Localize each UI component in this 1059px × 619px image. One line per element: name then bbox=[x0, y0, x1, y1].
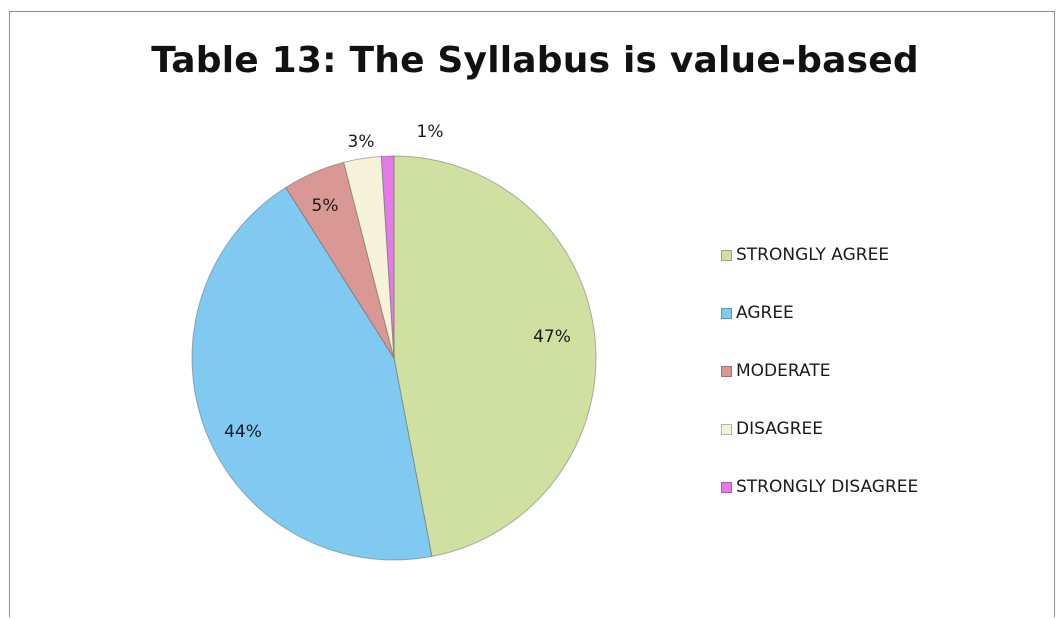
pie-slice-disagree bbox=[343, 155, 395, 359]
data-label-strongly-disagree: 1% bbox=[417, 122, 444, 142]
pie-slice-agree bbox=[191, 186, 433, 561]
legend-swatch bbox=[721, 365, 732, 377]
legend-swatch bbox=[721, 481, 732, 493]
legend-label: DISAGREE bbox=[736, 419, 824, 439]
chart-title: Table 13: The Syllabus is value-based bbox=[151, 40, 919, 81]
legend-label: MODERATE bbox=[736, 361, 831, 381]
legend-label: AGREE bbox=[736, 303, 794, 323]
pie-slice-moderate bbox=[285, 161, 395, 359]
data-label-disagree: 3% bbox=[348, 132, 375, 152]
legend-swatch bbox=[721, 249, 732, 261]
pie-slice-strongly-disagree bbox=[380, 155, 395, 359]
data-label-moderate: 5% bbox=[312, 196, 339, 216]
legend-label: STRONGLY DISAGREE bbox=[736, 477, 919, 497]
data-label-agree: 44% bbox=[224, 422, 262, 442]
chart-legend: STRONGLY AGREE AGREE MODERATE DISAGREE STRON… bbox=[721, 226, 918, 516]
legend-item-strongly-disagree: STRONGLY DISAGREE bbox=[721, 458, 918, 516]
legend-item-moderate: MODERATE bbox=[721, 342, 918, 400]
legend-item-disagree: DISAGREE bbox=[721, 400, 918, 458]
legend-item-strongly-agree: STRONGLY AGREE bbox=[721, 226, 918, 284]
legend-swatch bbox=[721, 423, 732, 435]
pie-slice-strongly-agree bbox=[393, 155, 597, 558]
legend-label: STRONGLY AGREE bbox=[736, 245, 890, 265]
data-label-strongly-agree: 47% bbox=[533, 327, 571, 347]
legend-swatch bbox=[721, 307, 732, 319]
legend-item-agree: AGREE bbox=[721, 284, 918, 342]
